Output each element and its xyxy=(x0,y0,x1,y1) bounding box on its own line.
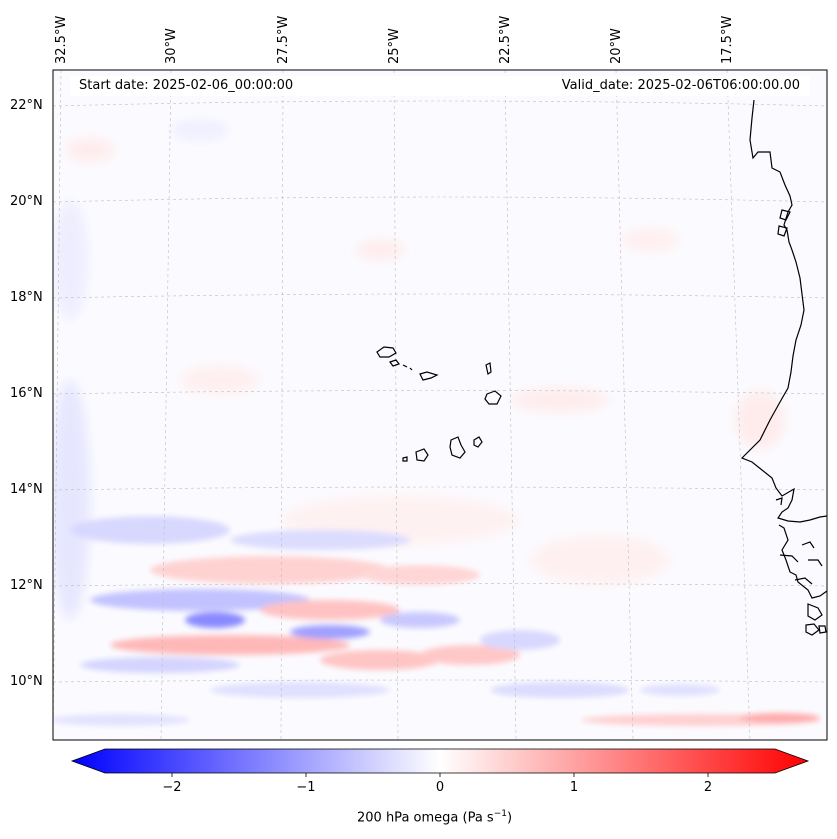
graticule xyxy=(53,70,827,740)
lat-label-10n: 10°N xyxy=(10,674,43,689)
omega-field xyxy=(53,70,827,740)
colorbar-tick-label: 1 xyxy=(569,780,579,795)
lat-label-22n: 22°N xyxy=(10,98,43,113)
lon-label-25w: 25°W xyxy=(387,28,402,64)
lat-label-18n: 18°N xyxy=(10,290,43,305)
colorbar-label: 200 hPa omega (Pa s−1) xyxy=(357,809,513,826)
lon-label-30w: 30°W xyxy=(164,28,179,64)
colorbar-tick-label: 0 xyxy=(435,780,445,795)
coastline xyxy=(376,99,827,636)
lat-label-12n: 12°N xyxy=(10,578,43,593)
lon-label-22-5w: 22.5°W xyxy=(498,15,513,64)
colorbar-tick-label: −1 xyxy=(296,780,316,795)
lat-label-16n: 16°N xyxy=(10,386,43,401)
colorbar-tick-label: −2 xyxy=(162,780,182,795)
lat-label-20n: 20°N xyxy=(10,194,43,209)
colorbar xyxy=(70,748,810,777)
colorbar-tick-label: 2 xyxy=(703,780,713,795)
lon-label-27-5w: 27.5°W xyxy=(276,15,291,64)
valid-date-label: Valid_date: 2025-02-06T06:00:00.00 xyxy=(561,78,800,93)
lon-label-17-5w: 17.5°W xyxy=(720,15,735,64)
lat-label-14n: 14°N xyxy=(10,482,43,497)
lon-label-32-5w: 32.5°W xyxy=(54,15,69,64)
start-date-label: Start date: 2025-02-06_00:00:00 xyxy=(79,78,294,93)
lon-label-20w: 20°W xyxy=(609,28,624,64)
